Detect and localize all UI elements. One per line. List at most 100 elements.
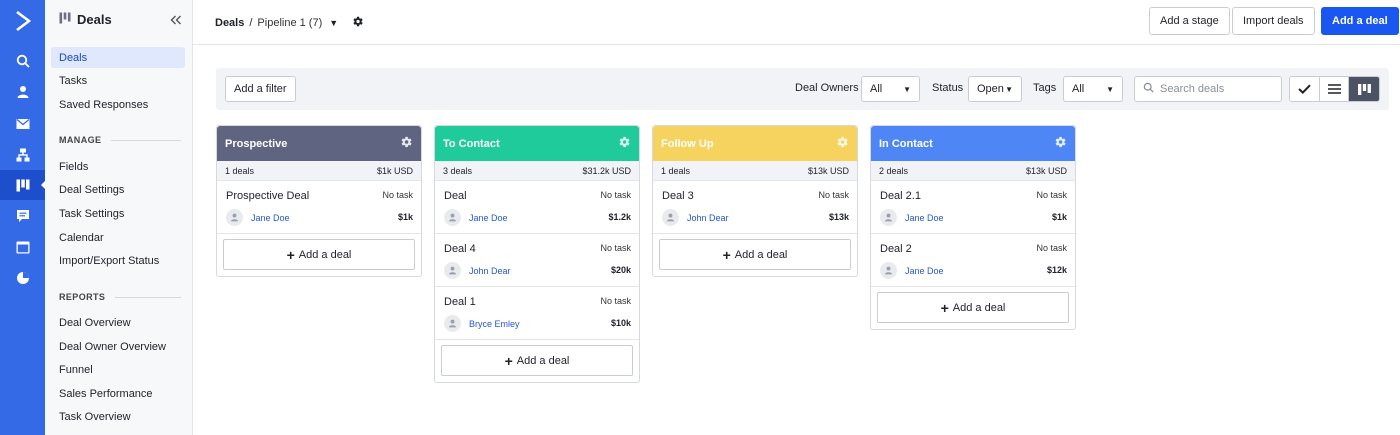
add-stage-button[interactable]: Add a stage (1149, 7, 1230, 35)
add-deal-button[interactable]: Add a deal (1321, 7, 1399, 35)
deal-name[interactable]: Deal 2 (880, 243, 912, 255)
reports-icon[interactable] (0, 263, 45, 293)
stage-add-deal-button[interactable]: + Add a deal (223, 239, 415, 270)
deal-owner: John Dear (444, 262, 511, 279)
stage-name[interactable]: Follow Up (661, 137, 714, 150)
deal-name[interactable]: Deal 4 (444, 243, 476, 255)
deal-owner-name[interactable]: Jane Doe (469, 212, 508, 223)
stage-summary: 2 deals $13k USD (871, 161, 1075, 181)
deal-card[interactable]: Deal 3 No task John Dear $13k (653, 181, 857, 234)
sidebar-item-calendar[interactable]: Calendar (59, 231, 104, 244)
deal-value: $1.2k (608, 212, 631, 222)
sidebar-item-fields[interactable]: Fields (59, 160, 89, 173)
deal-owners-value: All (870, 83, 883, 95)
stage-settings-gear-icon[interactable] (399, 135, 413, 152)
contacts-icon[interactable] (0, 77, 45, 107)
deal-card[interactable]: Deal 2.1 No task Jane Doe $1k (871, 181, 1075, 234)
deal-name[interactable]: Deal (444, 190, 467, 202)
deal-card[interactable]: Deal 2 No task Jane Doe $12k (871, 234, 1075, 287)
logo-chevron-icon[interactable] (0, 0, 45, 42)
sidebar: Deals Deals Tasks Saved Responses MANAGE… (45, 0, 193, 435)
deal-name[interactable]: Deal 3 (662, 190, 694, 202)
deal-task: No task (600, 243, 631, 253)
deal-name[interactable]: Deal 2.1 (880, 190, 921, 202)
list-view-icon[interactable] (1320, 77, 1350, 101)
stage-add-deal-button[interactable]: + Add a deal (441, 345, 633, 376)
stage-summary: 1 deals $13k USD (653, 161, 857, 181)
stage-name[interactable]: To Contact (443, 137, 500, 150)
add-filter-button[interactable]: Add a filter (225, 76, 296, 102)
deal-task: No task (600, 296, 631, 306)
sidebar-title: Deals (77, 12, 112, 27)
checkmark-view-icon[interactable] (1290, 77, 1320, 101)
sidebar-item-sales-performance[interactable]: Sales Performance (59, 387, 153, 400)
plus-icon: + (286, 246, 295, 263)
import-deals-button[interactable]: Import deals (1232, 7, 1315, 35)
tags-value: All (1072, 83, 1085, 95)
tags-select[interactable]: All ▼ (1063, 76, 1123, 102)
avatar (444, 315, 461, 332)
breadcrumb-root[interactable]: Deals (215, 17, 245, 29)
sidebar-section-manage: MANAGE (59, 135, 181, 145)
stage-add-deal-label: Add a deal (734, 248, 788, 261)
search-deals-input[interactable]: Search deals (1134, 76, 1282, 102)
plus-icon: + (504, 352, 513, 369)
stage-add-deal-button[interactable]: + Add a deal (659, 239, 851, 270)
sidebar-item-deals[interactable]: Deals (51, 47, 185, 68)
deal-task: No task (818, 190, 849, 200)
automation-icon[interactable] (0, 140, 45, 170)
board-view-icon[interactable] (1349, 77, 1379, 101)
deal-owner-name[interactable]: Jane Doe (905, 265, 944, 276)
stage-deal-count: 1 deals (225, 165, 255, 176)
stage-settings-gear-icon[interactable] (617, 135, 631, 152)
sidebar-item-deal-owner-overview[interactable]: Deal Owner Overview (59, 340, 166, 353)
stage-settings-gear-icon[interactable] (835, 135, 849, 152)
chevron-down-icon[interactable]: ▼ (329, 18, 339, 28)
website-icon[interactable] (0, 232, 45, 262)
sidebar-section-reports: REPORTS (59, 292, 181, 302)
deal-card[interactable]: Deal No task Jane Doe $1.2k (435, 181, 639, 234)
messages-icon[interactable] (0, 201, 45, 231)
deals-icon[interactable] (0, 170, 46, 200)
stage-name[interactable]: In Contact (879, 137, 933, 150)
stage-header: Follow Up (653, 126, 857, 161)
sidebar-item-funnel[interactable]: Funnel (59, 363, 93, 376)
breadcrumb-separator: / (249, 17, 253, 29)
status-select[interactable]: Open ▼ (968, 76, 1022, 102)
email-icon[interactable] (0, 109, 45, 139)
stage-add-deal-label: Add a deal (516, 354, 570, 367)
deal-card[interactable]: Deal 1 No task Bryce Emley $10k (435, 287, 639, 340)
deal-owners-select[interactable]: All ▼ (861, 76, 920, 102)
sidebar-item-task-overview[interactable]: Task Overview (59, 410, 131, 423)
sidebar-item-saved-responses[interactable]: Saved Responses (59, 98, 149, 111)
avatar (226, 209, 243, 226)
stage-name[interactable]: Prospective (225, 137, 288, 150)
stage-add-deal-button[interactable]: + Add a deal (877, 292, 1069, 323)
deal-owner-name[interactable]: Jane Doe (905, 212, 944, 223)
deal-owner: Jane Doe (226, 209, 290, 226)
deal-card[interactable]: Prospective Deal No task Jane Doe $1k (217, 181, 421, 234)
pipeline-settings-gear-icon[interactable] (351, 15, 364, 31)
avatar (444, 262, 461, 279)
stage-deal-count: 1 deals (661, 165, 691, 176)
pipeline-selector[interactable]: Pipeline 1 (7) (257, 17, 323, 29)
top-bar: Deals / Pipeline 1 (7) ▼ Add a stage Imp… (193, 0, 1400, 45)
sidebar-item-deal-overview[interactable]: Deal Overview (59, 316, 131, 329)
collapse-sidebar-icon[interactable] (170, 13, 182, 28)
deal-name[interactable]: Deal 1 (444, 296, 476, 308)
deal-owner-name[interactable]: Jane Doe (251, 212, 290, 223)
deals-board-icon (59, 12, 71, 27)
search-icon[interactable] (0, 46, 45, 76)
deal-owner: Bryce Emley (444, 315, 520, 332)
deal-name[interactable]: Prospective Deal (226, 190, 310, 202)
sidebar-item-tasks[interactable]: Tasks (59, 74, 88, 87)
stage-settings-gear-icon[interactable] (1053, 135, 1067, 152)
deal-owner-name[interactable]: John Dear (687, 212, 729, 223)
deal-owner-name[interactable]: Bryce Emley (469, 318, 520, 329)
deal-card[interactable]: Deal 4 No task John Dear $20k (435, 234, 639, 287)
deal-owner-name[interactable]: John Dear (469, 265, 511, 276)
sidebar-item-import-export-status[interactable]: Import/Export Status (59, 254, 160, 267)
sidebar-item-task-settings[interactable]: Task Settings (59, 207, 125, 220)
status-value: Open (977, 83, 1004, 95)
sidebar-item-deal-settings[interactable]: Deal Settings (59, 183, 125, 196)
